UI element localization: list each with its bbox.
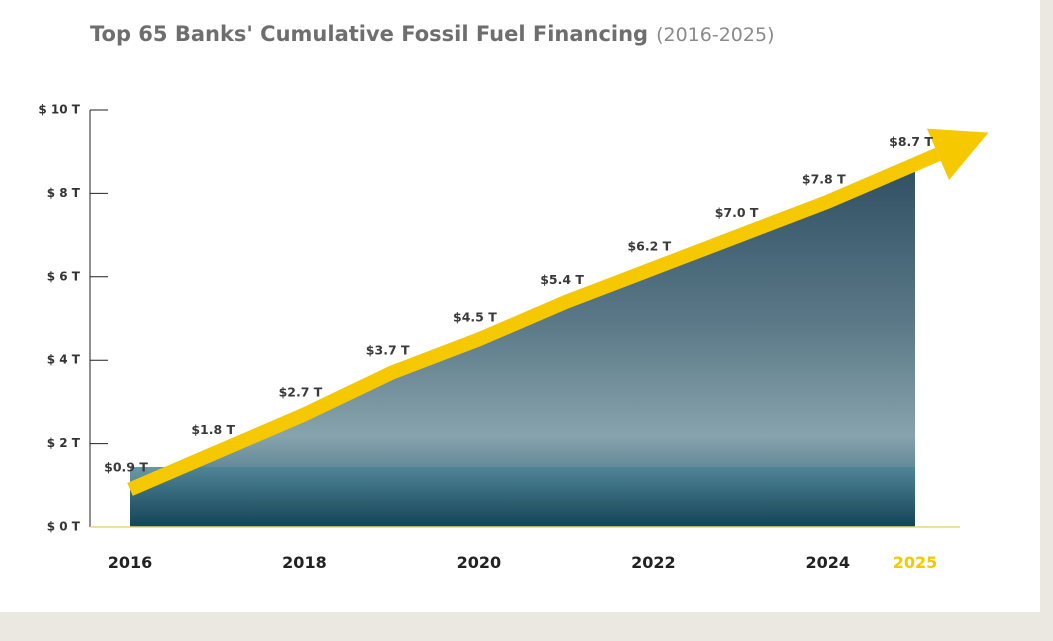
title-group: Top 65 Banks' Cumulative Fossil Fuel Fin… [90, 22, 774, 46]
x-tick-label: 2020 [457, 553, 502, 572]
value-label: $7.8 T [802, 172, 846, 187]
x-tick-label: 2022 [631, 553, 676, 572]
y-tick-label: $ 10 T [38, 103, 80, 117]
y-tick-label: $ 0 T [47, 520, 81, 534]
water [130, 467, 915, 527]
value-label: $8.7 T [889, 134, 933, 149]
arrow-head [926, 128, 989, 181]
x-tick-label: 2025 [893, 553, 938, 572]
value-label: $4.5 T [453, 309, 497, 324]
value-label: $2.7 T [279, 384, 323, 399]
x-tick-label: 2024 [806, 553, 851, 572]
x-tick-label: 2018 [282, 553, 327, 572]
line [127, 147, 941, 496]
value-label: $5.4 T [540, 272, 584, 287]
value-label: $3.7 T [366, 343, 410, 358]
value-label: $6.2 T [627, 238, 671, 253]
y-tick-label: $ 8 T [47, 186, 81, 200]
chart-title: Top 65 Banks' Cumulative Fossil Fuel Fin… [90, 22, 648, 46]
plot: $ 0 T $ 2 T $ 4 T $ 6 T $ 8 T $ 10 T $0.9 T $1.… [38, 103, 989, 572]
x-tick-label: 2016 [108, 553, 153, 572]
value-label: $0.9 T [104, 459, 148, 474]
area [130, 164, 915, 527]
value-label: $7.0 T [715, 205, 759, 220]
y-tick-label: $ 6 T [47, 269, 81, 283]
chart-subtitle: (2016-2025) [656, 24, 774, 46]
y-tick-label: $ 2 T [47, 436, 81, 450]
value-label: $1.8 T [191, 422, 235, 437]
y-tick-label: $ 4 T [47, 353, 81, 367]
